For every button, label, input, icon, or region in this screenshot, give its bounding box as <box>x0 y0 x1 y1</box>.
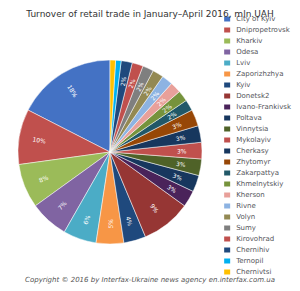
svg-text:2%: 2% <box>148 89 161 102</box>
svg-text:2%: 2% <box>155 95 167 108</box>
svg-text:3%: 3% <box>177 147 187 154</box>
svg-text:9%: 9% <box>149 202 161 214</box>
svg-text:Khmelnytskiy: Khmelnytskiy <box>236 180 283 188</box>
svg-text:Lviv: Lviv <box>236 59 250 67</box>
svg-text:Poltava: Poltava <box>236 114 262 122</box>
svg-text:Zhytomyr: Zhytomyr <box>236 158 270 166</box>
svg-text:10%: 10% <box>32 135 47 144</box>
svg-text:Kirovohrad: Kirovohrad <box>236 235 274 243</box>
svg-text:Sumy: Sumy <box>236 224 256 232</box>
svg-text:Ternopil: Ternopil <box>235 257 263 265</box>
svg-text:7%: 7% <box>56 199 68 211</box>
svg-text:3%: 3% <box>175 160 186 169</box>
svg-text:Kherson: Kherson <box>236 191 265 199</box>
svg-text:Ivano-Frankivsk: Ivano-Frankivsk <box>236 103 292 111</box>
svg-text:Kharkiv: Kharkiv <box>236 37 262 45</box>
svg-text:2%: 2% <box>119 76 128 87</box>
svg-text:Mykolayiv: Mykolayiv <box>236 136 271 144</box>
svg-text:Dnipropetrovsk: Dnipropetrovsk <box>236 26 291 34</box>
svg-text:18%: 18% <box>66 83 79 98</box>
svg-text:Chernivtsi: Chernivtsi <box>236 268 272 276</box>
svg-text:4%: 4% <box>125 216 134 227</box>
svg-text:Kyiv: Kyiv <box>236 81 250 89</box>
svg-text:Volyn: Volyn <box>236 213 255 221</box>
svg-text:2%: 2% <box>127 78 137 89</box>
svg-text:2%: 2% <box>161 102 173 114</box>
svg-text:Vinnytsia: Vinnytsia <box>236 125 268 133</box>
svg-text:Zaporizhzhya: Zaporizhzhya <box>236 70 283 78</box>
svg-text:Rivne: Rivne <box>236 202 256 210</box>
svg-text:3%: 3% <box>175 133 186 142</box>
svg-text:3%: 3% <box>171 120 183 130</box>
svg-text:8%: 8% <box>38 174 50 184</box>
svg-text:Chernihiv: Chernihiv <box>236 246 269 254</box>
svg-text:2%: 2% <box>135 81 145 93</box>
svg-text:Cherkasy: Cherkasy <box>236 147 269 155</box>
svg-text:Donetsk2: Donetsk2 <box>236 92 269 100</box>
svg-text:3%: 3% <box>166 183 178 194</box>
svg-text:2%: 2% <box>165 110 178 121</box>
svg-text:City of Kyiv: City of Kyiv <box>236 15 276 23</box>
svg-text:6%: 6% <box>82 214 92 226</box>
svg-text:5%: 5% <box>107 219 114 229</box>
svg-text:3%: 3% <box>172 172 184 182</box>
svg-text:Turnover of retail trade in Ja: Turnover of retail trade in January–Apri… <box>25 9 273 19</box>
svg-text:Zakarpattya: Zakarpattya <box>236 169 279 177</box>
svg-text:2%: 2% <box>142 84 153 97</box>
svg-text:Odesa: Odesa <box>236 48 258 56</box>
svg-text:Copyright © 2016 by Interfax-U: Copyright © 2016 by Interfax-Ukraine new… <box>25 276 275 284</box>
